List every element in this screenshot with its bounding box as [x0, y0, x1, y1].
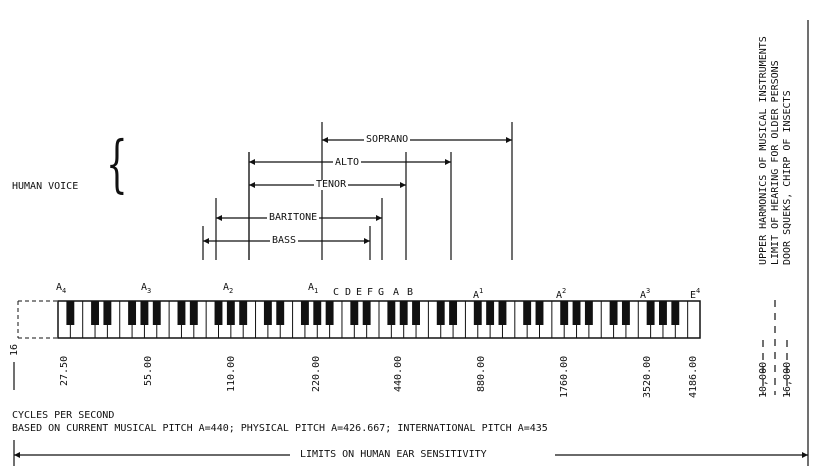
- side-label-16: 16: [9, 343, 20, 356]
- black-key: [523, 301, 532, 325]
- black-key: [646, 301, 655, 325]
- black-key: [214, 301, 223, 325]
- limit-label-upper-harmonics: UPPER HARMONICS OF MUSICAL INSTRUMENTS: [758, 36, 769, 265]
- black-key: [140, 301, 149, 325]
- limit-value-10000: 10,000: [758, 361, 769, 398]
- range-label-bass: BASS: [270, 235, 299, 246]
- black-key: [609, 301, 618, 325]
- range-arrowhead-right-bass: [364, 238, 370, 244]
- black-key: [300, 301, 309, 325]
- footer-pitch-note: BASED ON CURRENT MUSICAL PITCH A=440; PH…: [12, 423, 548, 434]
- octave-label-a-3: A3: [640, 287, 651, 301]
- freq-label: 440.00: [393, 355, 404, 392]
- range-arrowhead-right-soprano: [506, 137, 512, 143]
- black-key: [659, 301, 667, 325]
- note-label-b: B: [407, 287, 414, 298]
- freq-label: 27.50: [59, 355, 70, 386]
- octave-label-a3: A3: [141, 282, 152, 296]
- freq-label: 1760.00: [559, 355, 570, 398]
- black-key: [621, 301, 630, 325]
- black-key: [436, 301, 445, 325]
- octave-label-a-1: A1: [473, 287, 484, 301]
- range-arrowhead-right-tenor: [400, 182, 406, 188]
- note-label-f: F: [367, 287, 374, 298]
- black-key: [189, 301, 198, 325]
- black-key: [486, 301, 495, 325]
- limit-label-insects: DOOR SQUEKS, CHIRP OF INSECTS: [782, 90, 793, 265]
- black-key: [449, 301, 458, 325]
- range-arrowhead-left-alto: [249, 159, 255, 165]
- freq-label: 3520.00: [642, 355, 653, 398]
- black-key: [671, 301, 680, 325]
- limits-on-human-ear-label: LIMITS ON HUMAN EAR SENSITIVITY: [296, 449, 491, 461]
- ear-limit-arrowhead-right: [802, 452, 808, 458]
- black-key: [263, 301, 272, 325]
- black-key: [572, 301, 581, 325]
- range-arrowhead-right-alto: [445, 159, 451, 165]
- limit-value-16000: 16,000: [782, 361, 793, 398]
- black-key: [103, 301, 112, 325]
- black-key: [128, 301, 137, 325]
- black-key: [276, 301, 285, 325]
- black-key: [498, 301, 507, 325]
- note-label-e: E: [356, 287, 363, 298]
- black-key: [66, 301, 75, 325]
- black-key: [473, 301, 482, 325]
- ear-limit-arrowhead-left: [14, 452, 20, 458]
- footer-cycles-per-second: CYCLES PER SECOND: [12, 410, 115, 421]
- black-key: [560, 301, 569, 325]
- limit-label-older-persons: LIMIT OF HEARING FOR OLDER PERSONS: [770, 60, 781, 265]
- black-key: [226, 301, 235, 325]
- human-voice-label: HUMAN VOICE: [12, 181, 79, 192]
- note-label-a: A: [393, 287, 400, 298]
- black-key: [325, 301, 334, 325]
- octave-label-a4: A4: [56, 282, 67, 296]
- black-key: [152, 301, 161, 325]
- octave-label-a-2: A2: [556, 287, 567, 301]
- black-key: [535, 301, 544, 325]
- black-key: [239, 301, 248, 325]
- freq-label: 110.00: [226, 355, 237, 392]
- black-key: [91, 301, 99, 325]
- freq-label: 220.00: [311, 355, 322, 392]
- range-label-baritone: BARITONE: [267, 212, 320, 223]
- range-label-tenor: TENOR: [314, 179, 349, 190]
- range-arrowhead-left-tenor: [249, 182, 255, 188]
- note-label-g: G: [378, 287, 385, 298]
- range-arrowhead-left-soprano: [322, 137, 328, 143]
- black-key: [387, 301, 396, 325]
- note-label-c: C: [333, 287, 340, 298]
- range-label-soprano: SOPRANO: [364, 134, 411, 145]
- black-key: [584, 301, 593, 325]
- black-key: [412, 301, 420, 325]
- black-key: [399, 301, 408, 325]
- octave-label-a1: A1: [308, 282, 319, 296]
- black-key: [350, 301, 359, 325]
- voice-brace: {: [106, 127, 128, 200]
- range-label-alto: ALTO: [333, 157, 362, 168]
- freq-label: 4186.00: [688, 355, 699, 398]
- range-arrowhead-right-baritone: [376, 215, 382, 221]
- range-arrowhead-left-bass: [203, 238, 209, 244]
- note-label-d: D: [345, 287, 352, 298]
- freq-label: 55.00: [143, 355, 154, 386]
- range-arrowhead-left-baritone: [216, 215, 222, 221]
- black-key: [362, 301, 371, 325]
- octave-label-a2: A2: [223, 282, 234, 296]
- octave-label-e-4: E4: [690, 287, 701, 301]
- black-key: [313, 301, 322, 325]
- black-key: [177, 301, 186, 325]
- freq-label: 880.00: [476, 355, 487, 392]
